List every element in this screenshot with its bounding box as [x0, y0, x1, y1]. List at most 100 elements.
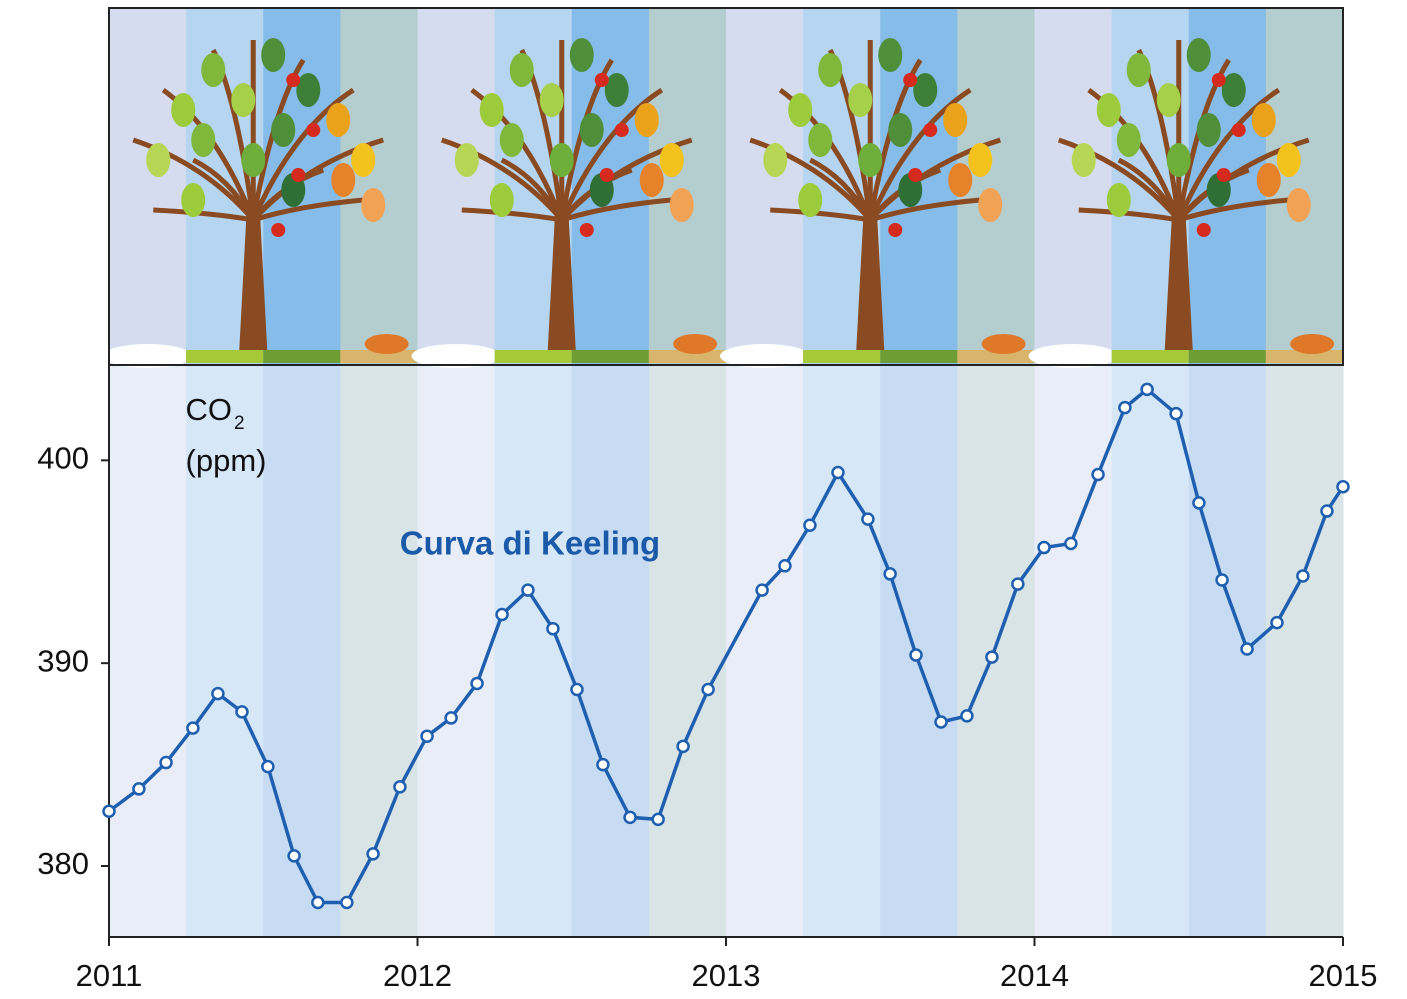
season-band [1266, 365, 1344, 937]
tree-fruit [595, 73, 609, 87]
data-point [368, 848, 379, 859]
tree-leaf [1097, 93, 1121, 127]
data-point [703, 684, 714, 695]
ground [263, 350, 341, 363]
tree-leaf [1287, 188, 1311, 222]
tree-leaf [798, 183, 822, 217]
data-point [104, 806, 115, 817]
leaf-pile [365, 334, 409, 354]
data-point [961, 710, 972, 721]
season-band [1112, 365, 1190, 937]
tree-leaf [858, 143, 882, 177]
data-point [497, 609, 508, 620]
tree-leaf [261, 38, 285, 72]
season-band [726, 365, 804, 937]
data-point [472, 678, 483, 689]
tree-leaf [351, 143, 375, 177]
data-point [986, 652, 997, 663]
data-point [1271, 617, 1282, 628]
tree-leaf [241, 143, 265, 177]
season-band [1035, 8, 1113, 365]
x-tick-label: 2011 [76, 958, 143, 993]
tree-leaf [1117, 123, 1141, 157]
data-point [312, 897, 323, 908]
ground [880, 350, 958, 363]
season-band [726, 8, 804, 365]
tree-fruit [1232, 123, 1246, 137]
data-point [1297, 570, 1308, 581]
data-point [1039, 542, 1050, 553]
tree-leaf [580, 113, 604, 147]
data-point [653, 814, 664, 825]
tree-leaf [191, 123, 215, 157]
data-point [422, 731, 433, 742]
y-label: CO [186, 392, 233, 427]
tree-leaf [1277, 143, 1301, 177]
tree-leaf [1257, 163, 1281, 197]
y-tick-label: 400 [37, 441, 89, 476]
data-point [1321, 506, 1332, 517]
data-point [832, 467, 843, 478]
tree-fruit [1212, 73, 1226, 87]
data-point [862, 514, 873, 525]
data-point [236, 706, 247, 717]
tree-fruit [580, 223, 594, 237]
tree-leaf [271, 113, 295, 147]
x-tick-label: 2014 [1000, 958, 1069, 993]
leaf-pile [982, 334, 1026, 354]
tree-leaf [660, 143, 684, 177]
tree-leaf [201, 53, 225, 87]
data-point [1338, 481, 1349, 492]
season-band [418, 365, 496, 937]
x-tick-label: 2015 [1309, 958, 1378, 993]
data-point [571, 684, 582, 695]
tree-leaf [848, 83, 872, 117]
y-label-subscript: 2 [234, 413, 245, 434]
tree-fruit [271, 223, 285, 237]
data-point [262, 761, 273, 772]
data-point [394, 781, 405, 792]
tree-leaf [326, 103, 350, 137]
leaf-pile [1290, 334, 1334, 354]
leaf-pile [673, 334, 717, 354]
tree-leaf [1167, 143, 1191, 177]
tree-fruit [908, 168, 922, 182]
data-point [779, 560, 790, 571]
tree-leaf [818, 53, 842, 87]
tree-leaf [1252, 103, 1276, 137]
tree-leaf [510, 53, 534, 87]
data-point [341, 897, 352, 908]
tree-leaf [943, 103, 967, 137]
tree-leaf [1197, 113, 1221, 147]
tree-fruit [923, 123, 937, 137]
tree-leaf [181, 183, 205, 217]
tree-leaf [331, 163, 355, 197]
tree-leaf [968, 143, 992, 177]
season-band [957, 365, 1035, 937]
data-point [1093, 469, 1104, 480]
ground [572, 350, 650, 363]
data-point [678, 741, 689, 752]
season-band [649, 365, 727, 937]
data-point [804, 520, 815, 531]
season-band [109, 365, 187, 937]
ground [803, 350, 881, 363]
data-point [885, 568, 896, 579]
season-band [1189, 365, 1267, 937]
season-band [418, 8, 496, 365]
tree-fruit [306, 123, 320, 137]
data-point [161, 757, 172, 768]
tree-leaf [808, 123, 832, 157]
ground [186, 350, 264, 363]
data-point [1193, 497, 1204, 508]
data-point [446, 712, 457, 723]
tree-leaf [540, 83, 564, 117]
tree-leaf [635, 103, 659, 137]
tree-fruit [615, 123, 629, 137]
tree-leaf [1072, 143, 1096, 177]
x-tick-label: 2013 [692, 958, 761, 993]
data-point [936, 716, 947, 727]
tree-fruit [1197, 223, 1211, 237]
tree-fruit [903, 73, 917, 87]
tree-leaf [763, 143, 787, 177]
